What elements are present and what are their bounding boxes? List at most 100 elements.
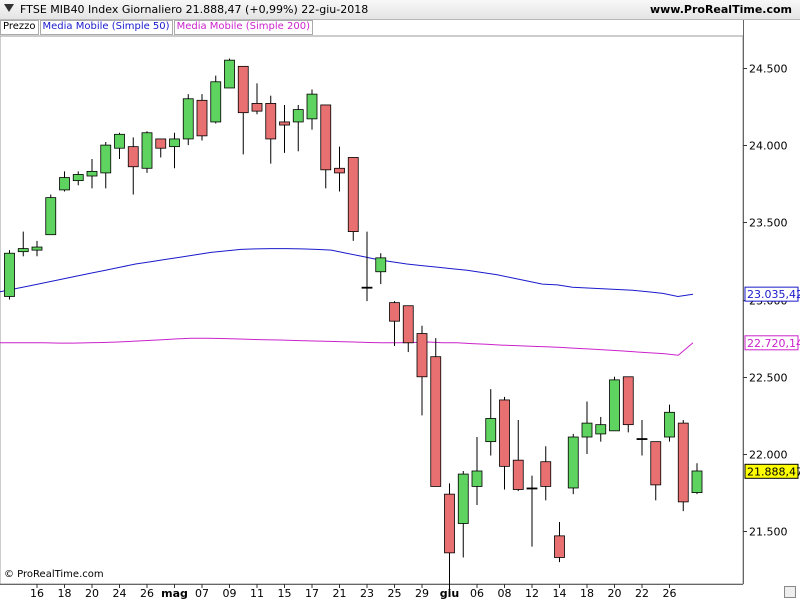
- candle-body: [389, 302, 400, 322]
- last-price-value-box: [744, 463, 799, 479]
- x-tick-label: 06: [470, 587, 484, 600]
- candle-body: [540, 461, 552, 487]
- y-tick-label: 22.500: [749, 372, 788, 385]
- x-tick-label: 08: [498, 587, 512, 600]
- x-tick-label: 11: [250, 587, 264, 600]
- candle-body: [251, 103, 263, 112]
- indicator-legend: Prezzo Media Mobile (Simple 50) Media Mo…: [0, 20, 314, 35]
- legend-prezzo[interactable]: Prezzo: [0, 20, 39, 35]
- candle-body: [127, 146, 139, 168]
- candle-body: [292, 109, 304, 123]
- x-tick-label: 24: [113, 587, 127, 600]
- x-tick-label: 14: [553, 587, 567, 600]
- candle-body: [4, 252, 15, 297]
- candle-body: [72, 174, 84, 182]
- y-tick-label: 24.500: [749, 63, 788, 76]
- x-tick-label: 18: [58, 587, 72, 600]
- x-tick-label: mag: [161, 587, 188, 600]
- candle-body: [45, 197, 57, 236]
- x-tick-label: 20: [85, 587, 99, 600]
- candle-body: [141, 132, 153, 169]
- copyright-text: © ProRealTime.com: [4, 569, 104, 580]
- y-tick-label: 21.500: [749, 526, 788, 539]
- ma200-value-box: [744, 335, 799, 351]
- plot-area: [0, 35, 744, 585]
- candle-body: [677, 422, 689, 503]
- candle-body: [155, 138, 167, 149]
- ma200-line: [0, 337, 694, 356]
- ma200-value-label: 22.720,14: [747, 337, 800, 350]
- x-tick-label: 26: [663, 587, 677, 600]
- candle-body: [334, 167, 345, 174]
- candle-body: [595, 424, 607, 435]
- candle-body: [100, 144, 112, 174]
- collapse-triangle-icon[interactable]: [4, 4, 14, 12]
- candle-body: [169, 138, 180, 148]
- candle-body: [182, 98, 194, 140]
- candle-body: [320, 104, 332, 171]
- x-tick-label: 23: [360, 587, 374, 600]
- candle-body: [650, 441, 662, 486]
- ma50-value-label: 23.035,42: [747, 288, 800, 301]
- x-tick-label: 12: [525, 587, 539, 600]
- candle-body: [691, 470, 703, 494]
- legend-ma50[interactable]: Media Mobile (Simple 50): [39, 20, 173, 35]
- candle-body: [210, 81, 222, 123]
- candle-body: [306, 93, 318, 120]
- candle-body: [471, 470, 483, 487]
- x-tick-label: 20: [608, 587, 622, 600]
- candle-body: [526, 487, 538, 490]
- x-tick-label: 22: [635, 587, 649, 600]
- candle-body: [402, 305, 414, 344]
- y-tick-label: 23.500: [749, 217, 788, 230]
- candle-body: [664, 411, 675, 438]
- candle-body: [265, 103, 277, 140]
- candle-body: [59, 177, 70, 191]
- x-tick-label: 21: [333, 587, 347, 600]
- candle-body: [224, 59, 235, 89]
- candle-body: [31, 246, 43, 251]
- chart-title: FTSE MIB40 Index Giornaliero 21.888,47 (…: [20, 3, 369, 16]
- ma50-line: [0, 248, 694, 298]
- y-tick-label: 24.000: [749, 140, 788, 153]
- candle-body: [237, 65, 249, 114]
- corner-button[interactable]: [784, 586, 796, 598]
- candle-body: [499, 399, 510, 467]
- candle-body: [196, 99, 208, 137]
- candle-body: [457, 473, 469, 524]
- site-link[interactable]: www.ProRealTime.com: [649, 3, 792, 16]
- candle-body: [444, 493, 455, 554]
- x-tick-label: 26: [140, 587, 154, 600]
- x-tick-label: 17: [305, 587, 319, 600]
- candle-body: [430, 356, 442, 487]
- x-tick-label: 15: [278, 587, 292, 600]
- x-tick-label: 16: [30, 587, 44, 600]
- candle-body: [375, 257, 387, 273]
- x-tick-label: 09: [223, 587, 237, 600]
- candle-body: [114, 133, 125, 149]
- candle-body: [86, 170, 98, 177]
- x-tick-label: 25: [388, 587, 402, 600]
- candle-body: [609, 379, 620, 432]
- x-tick-label: 07: [195, 587, 209, 600]
- candle-body: [622, 376, 634, 426]
- candle-body: [485, 418, 497, 443]
- x-tick-label: giu: [440, 587, 459, 600]
- legend-ma200[interactable]: Media Mobile (Simple 200): [173, 20, 313, 35]
- candle-body: [279, 121, 290, 126]
- candle-body: [512, 459, 524, 490]
- candle-body: [636, 438, 648, 440]
- title-bar: FTSE MIB40 Index Giornaliero 21.888,47 (…: [0, 0, 800, 20]
- candle-body: [361, 286, 373, 289]
- y-tick-label: 22.000: [749, 449, 788, 462]
- candle-body: [17, 248, 29, 253]
- candle-body: [416, 333, 428, 378]
- x-tick-label: 18: [580, 587, 594, 600]
- candle-body: [567, 436, 579, 489]
- candle-body: [554, 535, 565, 558]
- x-tick-label: 29: [415, 587, 429, 600]
- ma50-value-box: [744, 286, 799, 302]
- candle-body: [581, 422, 593, 438]
- candle-body: [347, 157, 359, 232]
